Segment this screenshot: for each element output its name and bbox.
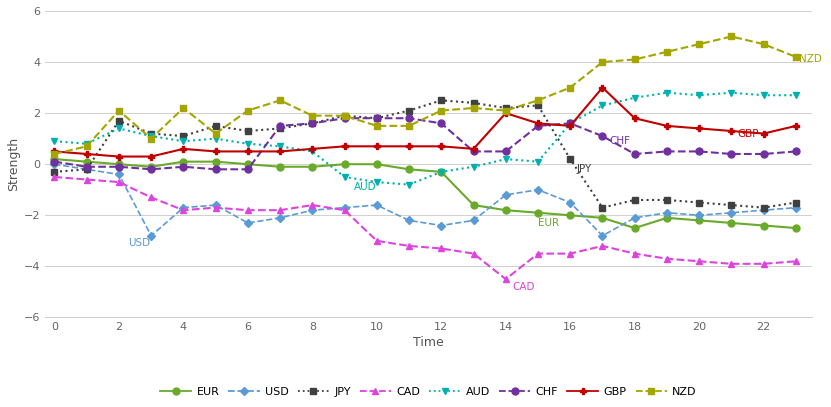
Text: CHF: CHF bbox=[609, 136, 630, 146]
Text: EUR: EUR bbox=[538, 218, 559, 228]
Text: JPY: JPY bbox=[577, 164, 592, 174]
Text: NZD: NZD bbox=[799, 55, 822, 64]
X-axis label: Time: Time bbox=[413, 336, 444, 349]
Text: CAD: CAD bbox=[512, 282, 534, 292]
Text: AUD: AUD bbox=[354, 182, 377, 192]
Text: USD: USD bbox=[129, 239, 150, 248]
Legend: EUR, USD, JPY, CAD, AUD, CHF, GBP, NZD: EUR, USD, JPY, CAD, AUD, CHF, GBP, NZD bbox=[160, 387, 697, 397]
Text: GBP: GBP bbox=[738, 129, 760, 138]
Y-axis label: Strength: Strength bbox=[7, 137, 20, 191]
